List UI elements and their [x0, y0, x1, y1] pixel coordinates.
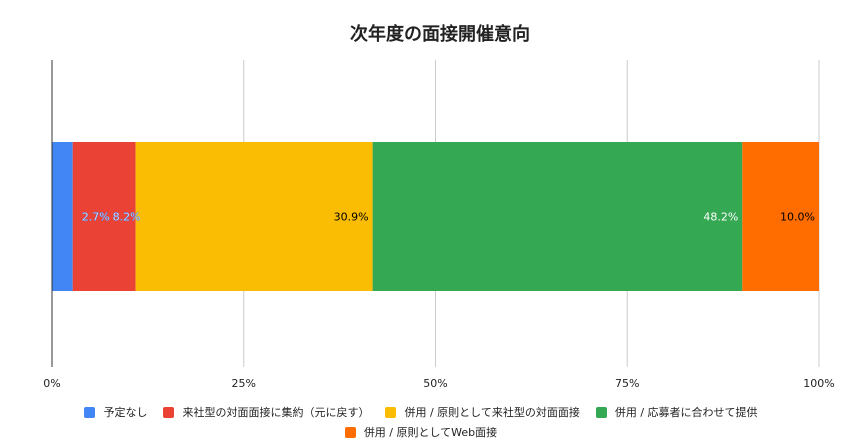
- x-tick-label: 25%: [232, 377, 256, 390]
- bar-segment: [742, 142, 819, 291]
- legend-swatch: [385, 406, 397, 418]
- legend-item: 併用 / 応募者に合わせて提供: [595, 404, 758, 420]
- legend-swatch: [344, 426, 356, 438]
- legend-label: 併用 / 原則として来社型の対面面接: [404, 406, 580, 419]
- legend-row: 併用 / 原則としてWeb面接: [0, 422, 842, 442]
- x-tick-label: 50%: [423, 377, 447, 390]
- x-tick-label: 0%: [43, 377, 60, 390]
- legend-label: 併用 / 原則としてWeb面接: [363, 426, 498, 439]
- bar-segments: [52, 142, 819, 291]
- legend-item: 併用 / 原則としてWeb面接: [344, 424, 498, 440]
- legend-item: 併用 / 原則として来社型の対面面接: [385, 404, 580, 420]
- legend-item: 来社型の対面面接に集約（元に戻す）: [163, 404, 369, 420]
- chart-title: 次年度の面接開催意向: [350, 23, 530, 45]
- bar-segment: [52, 142, 73, 291]
- bar-segment: [372, 142, 743, 291]
- legend-label: 来社型の対面面接に集約（元に戻す）: [182, 406, 370, 419]
- legend: 予定なし 来社型の対面面接に集約（元に戻す） 併用 / 原則として来社型の対面面接併…: [0, 402, 842, 442]
- legend-item: 予定なし: [84, 404, 147, 420]
- x-tick-label: 75%: [615, 377, 639, 390]
- legend-row: 予定なし 来社型の対面面接に集約（元に戻す） 併用 / 原則として来社型の対面面接 併…: [0, 402, 842, 422]
- legend-swatch: [163, 406, 175, 418]
- legend-label: 予定なし: [103, 406, 148, 419]
- bar-segment: [135, 142, 373, 291]
- legend-label: 併用 / 応募者に合わせて提供: [614, 406, 758, 419]
- legend-swatch: [84, 406, 96, 418]
- data-label: 30.9%: [334, 211, 369, 224]
- legend-swatch: [595, 406, 607, 418]
- data-labels: 2.7% 8.2% 30.9% 48.2% 10.0%: [82, 210, 815, 224]
- data-label: 2.7%: [82, 211, 110, 224]
- bar-segment: [72, 142, 136, 291]
- data-label: 8.2%: [113, 211, 141, 224]
- data-label: 10.0%: [780, 211, 815, 224]
- data-label: 48.2%: [703, 211, 738, 224]
- x-tick-label: 100%: [803, 377, 834, 390]
- x-axis-ticks: 0% 25% 50% 75% 100%: [43, 377, 834, 390]
